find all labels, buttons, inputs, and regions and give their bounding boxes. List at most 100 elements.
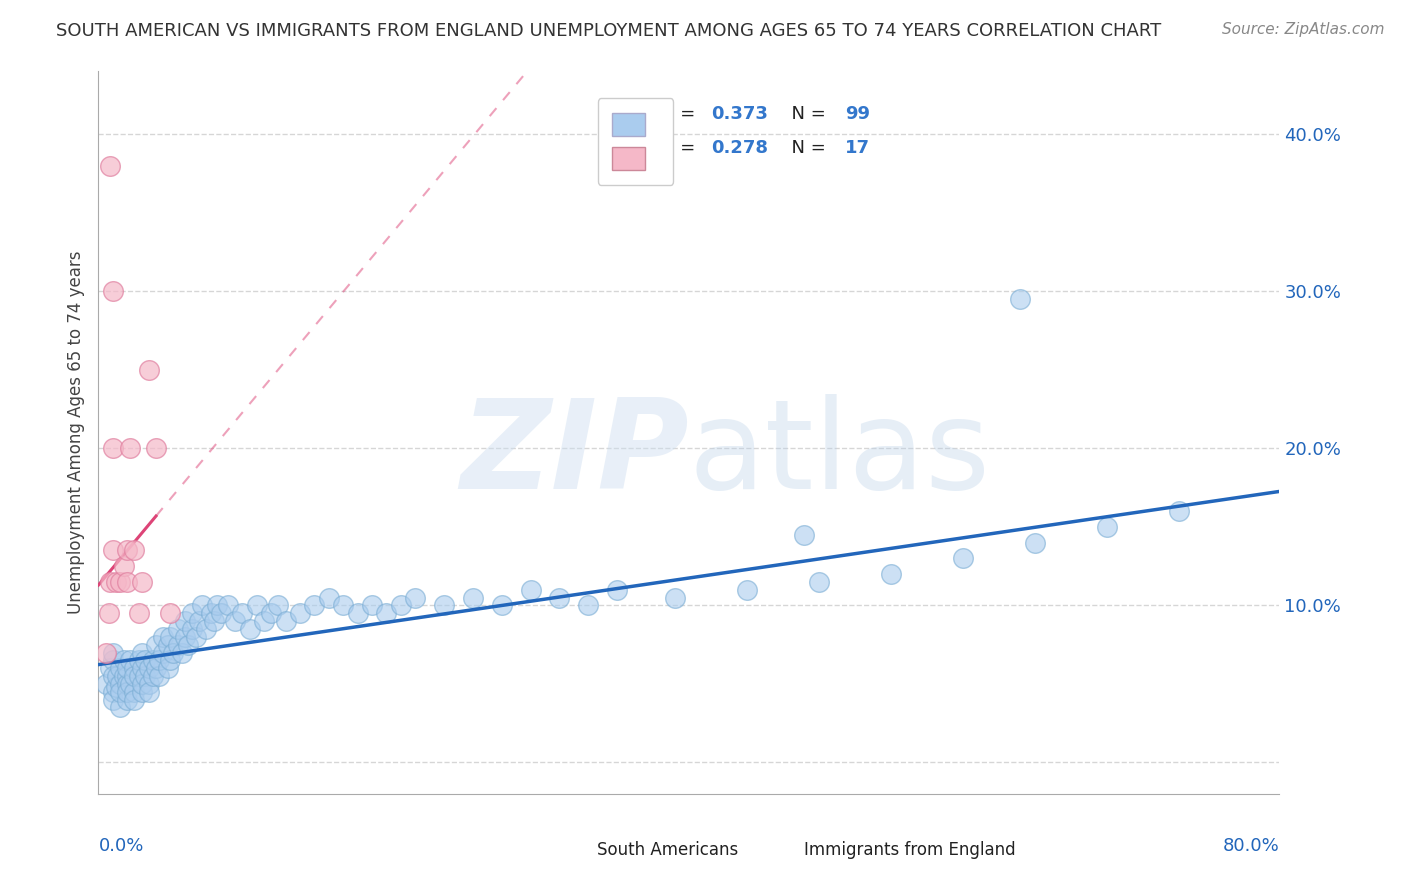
Text: ZIP: ZIP	[460, 393, 689, 515]
Point	[115, 692, 138, 706]
Point	[124, 685, 146, 699]
Point	[231, 607, 253, 621]
Point	[124, 669, 146, 683]
Point	[97, 607, 120, 621]
Y-axis label: Unemployment Among Ages 65 to 74 years: Unemployment Among Ages 65 to 74 years	[66, 251, 84, 615]
Point	[267, 599, 290, 613]
Point	[145, 638, 167, 652]
Point	[120, 442, 142, 456]
Point	[186, 630, 208, 644]
Point	[98, 159, 121, 173]
Point	[205, 599, 228, 613]
Point	[131, 574, 153, 589]
Point	[217, 599, 239, 613]
Point	[108, 700, 131, 714]
Point	[159, 630, 181, 644]
Point	[181, 607, 204, 621]
Point	[188, 614, 211, 628]
Text: SOUTH AMERICAN VS IMMIGRANTS FROM ENGLAND UNEMPLOYMENT AMONG AGES 65 TO 74 YEARS: SOUTH AMERICAN VS IMMIGRANTS FROM ENGLAN…	[56, 22, 1161, 40]
Point	[246, 599, 269, 613]
Point	[952, 551, 974, 566]
Point	[115, 574, 138, 589]
Point	[142, 653, 165, 667]
Point	[389, 599, 412, 613]
Text: 80.0%: 80.0%	[1223, 838, 1279, 855]
Point	[735, 582, 758, 597]
Legend: , : ,	[598, 98, 673, 185]
Point	[274, 614, 297, 628]
Point	[304, 599, 326, 613]
Point	[112, 669, 135, 683]
Point	[142, 669, 165, 683]
Point	[461, 591, 484, 605]
Point	[224, 614, 246, 628]
Text: 0.0%: 0.0%	[98, 838, 143, 855]
Point	[134, 669, 156, 683]
Text: N =: N =	[780, 105, 831, 123]
Point	[131, 661, 153, 675]
Point	[112, 559, 135, 574]
Point	[108, 685, 131, 699]
Point	[253, 614, 276, 628]
Point	[209, 607, 232, 621]
Point	[120, 677, 142, 691]
Point	[166, 622, 188, 636]
Text: 99: 99	[845, 105, 870, 123]
Point	[173, 614, 195, 628]
Point	[148, 669, 170, 683]
Point	[124, 692, 146, 706]
Point	[375, 607, 398, 621]
Point	[404, 591, 426, 605]
Text: Immigrants from England: Immigrants from England	[803, 841, 1015, 859]
Point	[124, 661, 146, 675]
Point	[115, 685, 138, 699]
Point	[152, 630, 174, 644]
Point	[101, 669, 124, 683]
Point	[807, 574, 830, 589]
Text: atlas: atlas	[689, 393, 991, 515]
Point	[115, 677, 138, 691]
Text: R =: R =	[662, 138, 700, 157]
Point	[202, 614, 225, 628]
Point	[115, 669, 138, 683]
Point	[260, 607, 283, 621]
Point	[108, 574, 131, 589]
Point	[1010, 292, 1032, 306]
Point	[94, 646, 117, 660]
Point	[1167, 504, 1189, 518]
Point	[104, 680, 127, 694]
Point	[138, 661, 160, 675]
Point	[148, 653, 170, 667]
Point	[101, 543, 124, 558]
Point	[120, 653, 142, 667]
Text: 17: 17	[845, 138, 870, 157]
Point	[181, 622, 204, 636]
Point	[101, 653, 124, 667]
Point	[105, 669, 128, 683]
Point	[318, 591, 340, 605]
Point	[131, 677, 153, 691]
FancyBboxPatch shape	[565, 825, 591, 847]
Point	[156, 638, 179, 652]
Point	[519, 582, 541, 597]
Text: South Americans: South Americans	[596, 841, 738, 859]
Point	[101, 685, 124, 699]
Point	[112, 653, 135, 667]
Text: 0.278: 0.278	[711, 138, 769, 157]
Point	[879, 566, 901, 581]
Point	[361, 599, 384, 613]
Point	[131, 685, 153, 699]
Point	[98, 661, 121, 675]
Point	[576, 599, 599, 613]
Point	[606, 582, 628, 597]
Point	[124, 543, 146, 558]
Point	[239, 622, 262, 636]
Point	[128, 653, 150, 667]
Point	[159, 607, 181, 621]
Text: N =: N =	[780, 138, 831, 157]
Point	[138, 677, 160, 691]
Point	[98, 574, 121, 589]
Point	[152, 646, 174, 660]
Point	[115, 543, 138, 558]
Point	[195, 622, 218, 636]
